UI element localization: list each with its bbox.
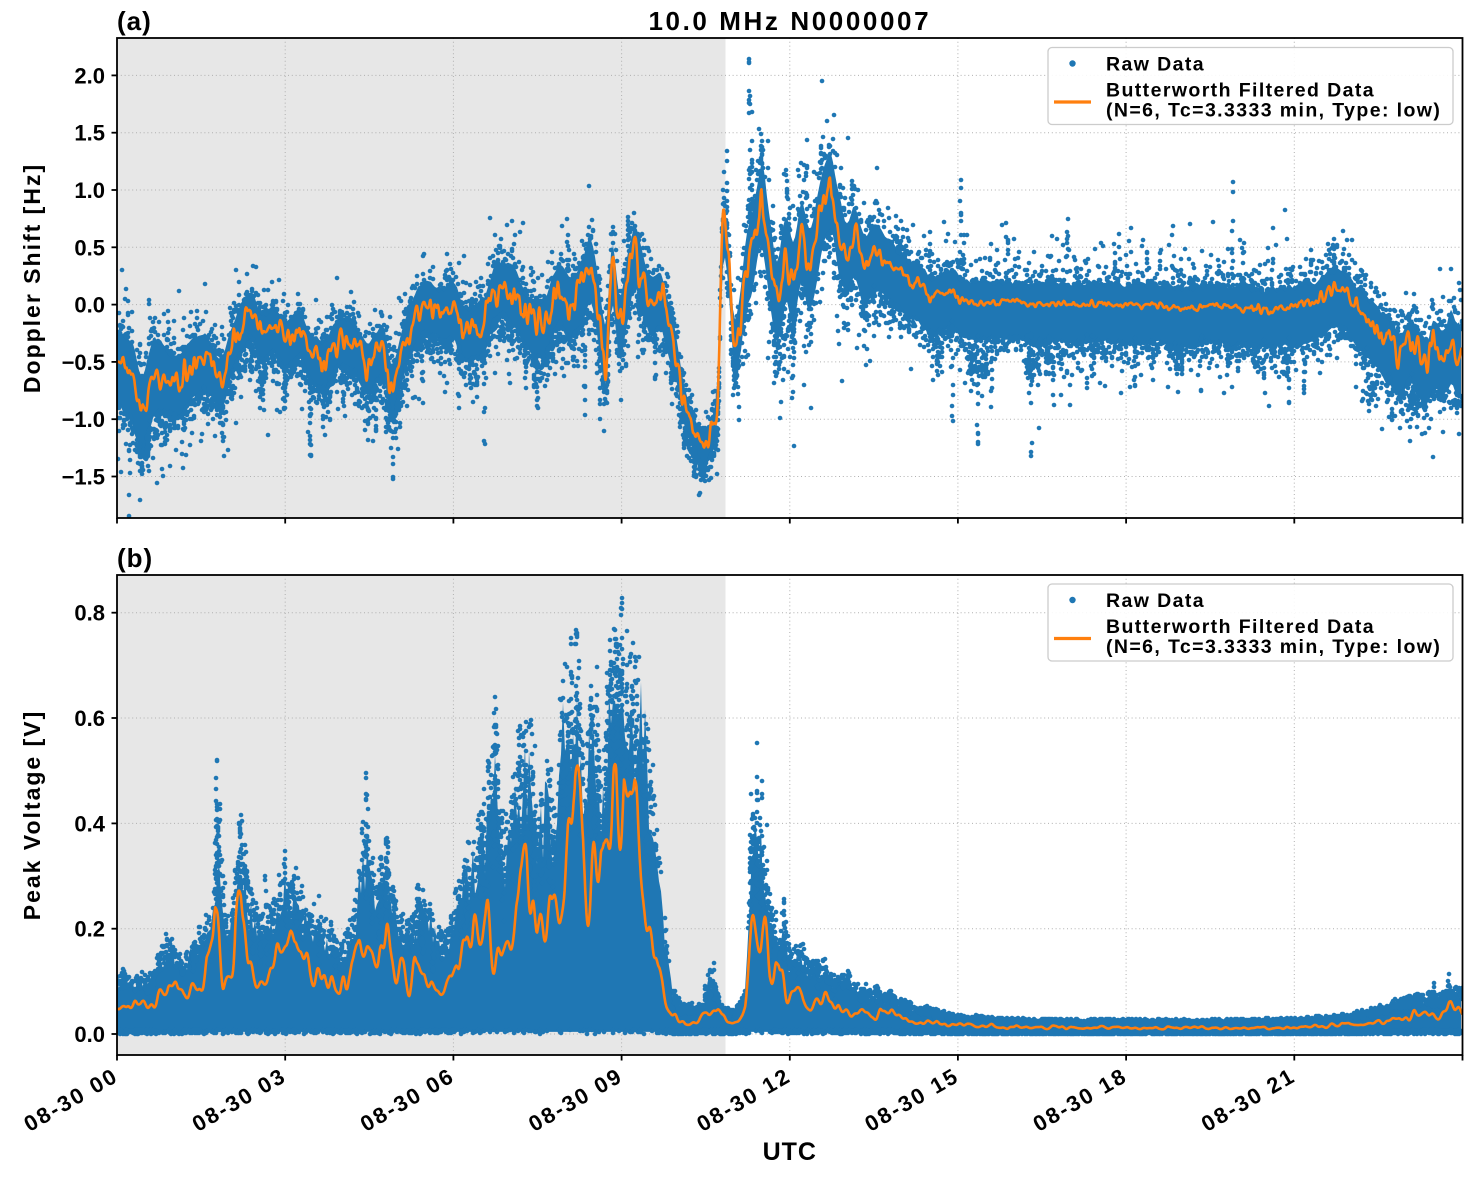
svg-text:−1.5: −1.5 [62, 465, 105, 490]
svg-text:Butterworth Filtered Data: Butterworth Filtered Data [1106, 616, 1375, 638]
svg-text:2.0: 2.0 [74, 63, 105, 88]
svg-text:Raw Data: Raw Data [1106, 590, 1205, 612]
svg-text:(N=6, Tc=3.3333 min, Type: low: (N=6, Tc=3.3333 min, Type: low) [1106, 636, 1441, 658]
svg-text:−0.5: −0.5 [62, 350, 105, 375]
svg-text:Peak Voltage [V]: Peak Voltage [V] [19, 710, 45, 921]
svg-text:UTC: UTC [763, 1138, 817, 1166]
svg-text:0.0: 0.0 [74, 293, 105, 318]
svg-text:Butterworth Filtered Data: Butterworth Filtered Data [1106, 80, 1375, 102]
svg-text:(b): (b) [117, 543, 153, 573]
svg-text:(N=6, Tc=3.3333 min, Type: low: (N=6, Tc=3.3333 min, Type: low) [1106, 100, 1441, 122]
svg-text:Raw Data: Raw Data [1106, 54, 1205, 76]
svg-text:(a): (a) [117, 6, 152, 36]
svg-text:0.4: 0.4 [74, 811, 105, 836]
svg-text:0.5: 0.5 [74, 235, 105, 260]
svg-text:−1.0: −1.0 [62, 407, 105, 432]
svg-text:0.8: 0.8 [74, 601, 105, 626]
svg-text:1.0: 1.0 [74, 178, 105, 203]
svg-text:0.6: 0.6 [74, 706, 105, 731]
svg-text:1.5: 1.5 [74, 121, 105, 146]
svg-text:0.0: 0.0 [74, 1022, 105, 1047]
svg-text:10.0 MHz N0000007: 10.0 MHz N0000007 [648, 6, 931, 36]
svg-text:Doppler Shift [Hz]: Doppler Shift [Hz] [19, 163, 45, 393]
svg-text:0.2: 0.2 [74, 917, 105, 942]
